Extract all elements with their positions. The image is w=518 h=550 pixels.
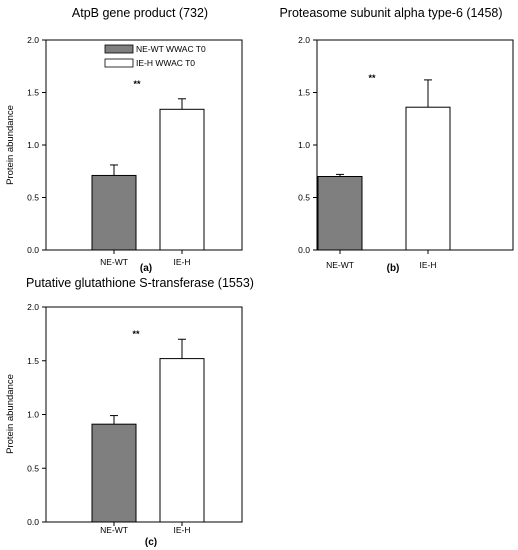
y-tick-label: 2.0 <box>27 302 39 312</box>
y-tick-label: 1.5 <box>27 88 39 98</box>
legend-swatch-ie-h <box>104 58 134 68</box>
bar-ie-h <box>405 106 451 251</box>
legend-swatch-ne-wt <box>104 44 134 54</box>
chart-panel-b: Proteasome subunit alpha type-6 (1458) (… <box>279 6 514 274</box>
legend-label: IE-H WWAC T0 <box>136 58 195 68</box>
x-tick-label: IE-H <box>174 257 191 267</box>
y-tick-label: 0.5 <box>27 193 39 203</box>
significance-marker: ** <box>368 73 376 83</box>
legend: NE-WT WWAC T0 IE-H WWAC T0 <box>104 44 206 68</box>
bar-marks: 0.0 0.5 1.0 1.5 2.0 NE-WT IE-H <box>27 35 205 267</box>
bar-marks: 0.0 0.5 1.0 1.5 2.0 NE-WT IE-H <box>27 302 205 535</box>
bar-ne-wt <box>317 176 363 251</box>
bar-ie-h <box>159 108 205 251</box>
significance-marker: ** <box>132 329 140 339</box>
y-tick-label: 2.0 <box>27 35 39 45</box>
chart-title: AtpB gene product (732) <box>72 6 208 20</box>
bar-ne-wt <box>91 174 137 251</box>
y-tick-label: 1.0 <box>298 140 310 150</box>
y-tick-label: 0.5 <box>298 193 310 203</box>
y-tick-label: 1.0 <box>27 410 39 420</box>
y-tick-label: 1.0 <box>27 140 39 150</box>
y-tick-label: 0.5 <box>27 463 39 473</box>
chart-panel-a: AtpB gene product (732) Protein abundanc… <box>5 6 243 274</box>
x-tick-label: NE-WT <box>100 257 128 267</box>
plot-frame <box>45 39 243 251</box>
x-tick-label: NE-WT <box>326 260 354 270</box>
y-tick-label: 2.0 <box>298 35 310 45</box>
x-tick-label: IE-H <box>174 525 191 535</box>
y-tick-label: 0.0 <box>27 245 39 255</box>
y-axis-label: Protein abundance <box>5 105 16 185</box>
bar-ne-wt <box>91 423 137 523</box>
y-tick-label: 0.0 <box>298 245 310 255</box>
significance-marker: ** <box>133 79 141 89</box>
bar-marks: 0.0 0.5 1.0 1.5 2.0 NE-WT IE-H <box>298 35 451 270</box>
y-tick-label: 1.5 <box>27 356 39 366</box>
panel-label: (a) <box>140 263 152 274</box>
y-tick-label: 0.0 <box>27 517 39 527</box>
chart-title: Putative glutathione S-transferase (1553… <box>26 276 254 290</box>
y-axis-label: Protein abundance <box>5 374 16 454</box>
x-tick-label: IE-H <box>420 260 437 270</box>
legend-label: NE-WT WWAC T0 <box>136 44 206 54</box>
plot-frame <box>45 306 243 523</box>
bar-ie-h <box>159 358 205 523</box>
x-tick-label: NE-WT <box>100 525 128 535</box>
chart-panel-c: Putative glutathione S-transferase (1553… <box>5 276 254 548</box>
panel-label: (b) <box>387 263 400 274</box>
panel-label: (c) <box>145 537 157 548</box>
y-tick-label: 1.5 <box>298 88 310 98</box>
chart-title: Proteasome subunit alpha type-6 (1458) <box>279 6 502 20</box>
